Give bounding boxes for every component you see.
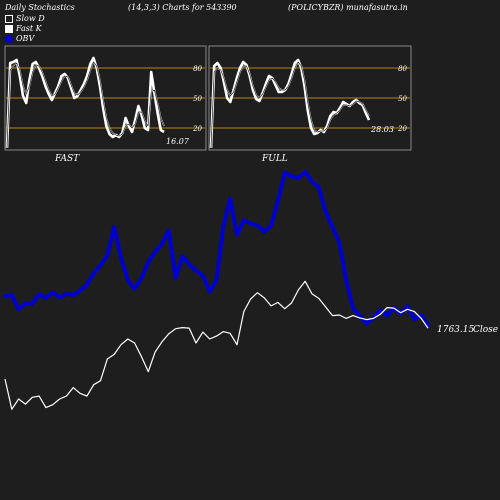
fast-level-label-50: 50 bbox=[193, 95, 202, 103]
fast-level-label-20: 20 bbox=[192, 125, 202, 133]
legend-item-fast-k: Fast K bbox=[5, 24, 42, 33]
fast-level-label-80: 80 bbox=[193, 65, 202, 73]
close-price-label-suffix: Close bbox=[473, 325, 498, 335]
fast-panel-title: FAST bbox=[54, 154, 80, 164]
legend-label-obv: OBV bbox=[16, 34, 35, 43]
full-series-slow-d-inner-line bbox=[210, 61, 370, 149]
chart-title: Daily Stochastics bbox=[5, 3, 75, 12]
fast-k-swatch-icon bbox=[5, 24, 13, 33]
full-series-fast-k-line bbox=[209, 58, 371, 149]
fast-series-fast-k-line bbox=[5, 56, 165, 149]
chart-symbol-site: (POLICYBZR) munafasutra.in bbox=[288, 3, 408, 12]
obv-swatch-icon bbox=[5, 34, 13, 43]
close-price-label: 1763.15 bbox=[437, 325, 474, 335]
fast-series-slow-d-inner-line bbox=[6, 61, 165, 149]
slow-d-swatch-icon bbox=[5, 14, 13, 23]
fast-last-value-label: 16.07 bbox=[166, 137, 190, 146]
full-panel-title: FULL bbox=[261, 154, 288, 164]
legend-item-obv: OBV bbox=[5, 34, 34, 43]
full-last-value-label: 28.03 bbox=[370, 125, 394, 134]
full-level-label-80: 80 bbox=[398, 65, 407, 73]
legend-label-slow-d: Slow D bbox=[16, 14, 45, 23]
full-level-label-50: 50 bbox=[398, 95, 407, 103]
legend-label-fast-k: Fast K bbox=[16, 24, 42, 33]
close-price-series-line bbox=[4, 280, 429, 410]
full-level-label-20: 20 bbox=[397, 125, 407, 133]
obv-series-line bbox=[3, 169, 430, 328]
chart-params: (14,3,3) Charts for 543390 bbox=[128, 3, 237, 12]
legend-item-slow-d: Slow D bbox=[5, 14, 45, 23]
